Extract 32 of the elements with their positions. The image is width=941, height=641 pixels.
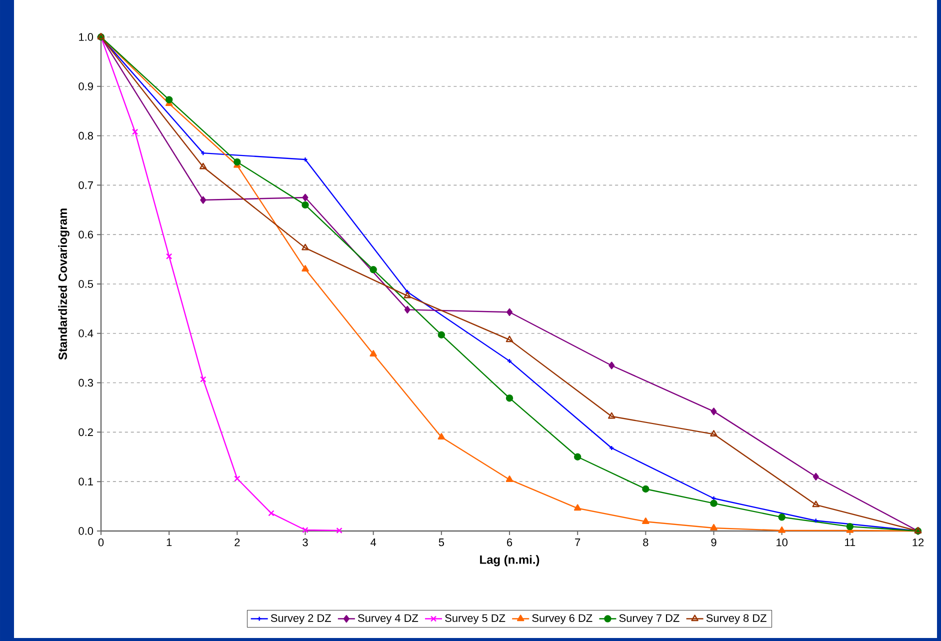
- x-tick-label: 4: [370, 538, 376, 546]
- y-tick-label: 0.5: [78, 280, 94, 288]
- legend-label: Survey 6 DZ: [532, 614, 592, 624]
- x-tick-label: 7: [575, 538, 580, 546]
- y-axis-title: Standardized Covariogram: [58, 208, 70, 360]
- x-axis-title: Lag (n.mi.): [480, 555, 540, 566]
- y-tick-label: 0.9: [78, 82, 93, 90]
- x-tick-label: 12: [912, 538, 924, 546]
- x-tick-label: 8: [643, 538, 648, 546]
- y-tick-label: 0.3: [78, 378, 94, 387]
- legend-label: Survey 5 DZ: [445, 614, 506, 624]
- legend-label: Survey 8 DZ: [706, 614, 766, 624]
- x-tick-label: 2: [234, 538, 240, 546]
- y-tick-label: 0.6: [78, 230, 94, 238]
- y-tick-label: 0.1: [78, 478, 93, 486]
- x-tick-label: 5: [438, 538, 444, 546]
- legend-label: Survey 4 DZ: [358, 614, 418, 624]
- y-tick-label: 0.8: [78, 132, 94, 140]
- legend-label: Survey 2 DZ: [270, 614, 331, 624]
- y-tick-label: 1.0: [79, 33, 94, 41]
- y-tick-label: 0.4: [78, 330, 94, 338]
- x-tick-label: 3: [302, 538, 308, 546]
- x-tick-label: 11: [845, 538, 856, 546]
- y-tick-label: 0.2: [78, 428, 93, 436]
- x-tick-label: 9: [711, 538, 716, 546]
- x-tick-label: 1: [166, 538, 172, 546]
- x-tick-label: 0: [98, 538, 104, 546]
- y-tick-label: 0.0: [78, 527, 94, 535]
- y-tick-label: 0.7: [78, 181, 93, 190]
- x-tick-label: 6: [507, 538, 512, 546]
- legend-label: Survey 7 DZ: [619, 614, 680, 624]
- x-tick-label: 10: [776, 538, 788, 546]
